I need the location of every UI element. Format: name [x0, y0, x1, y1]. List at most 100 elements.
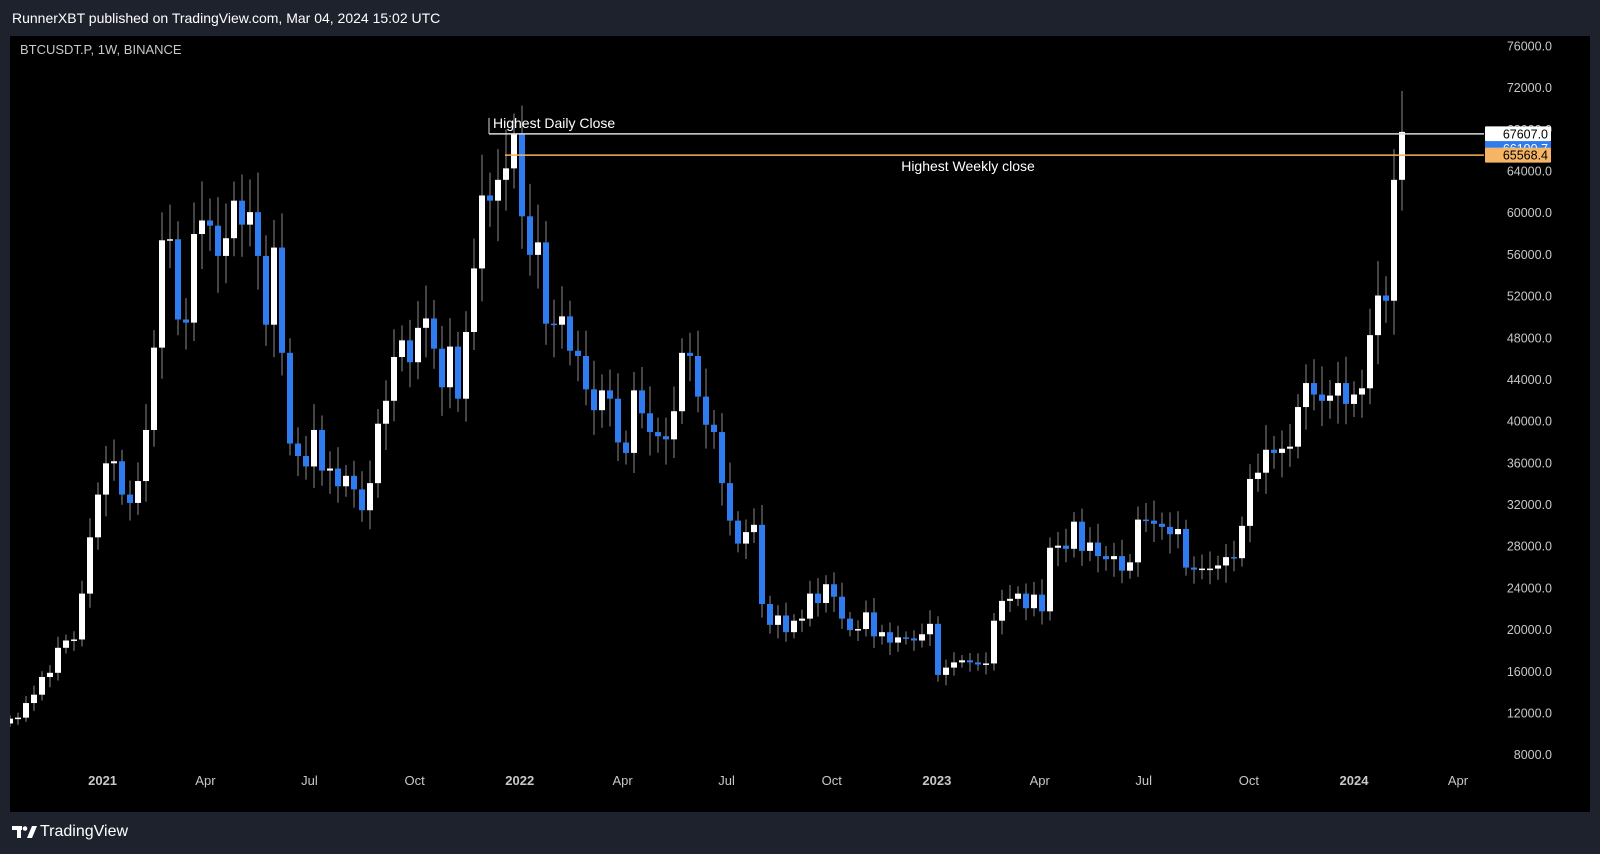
tradingview-logo-icon[interactable]: [12, 824, 38, 840]
candle-body: [231, 200, 237, 239]
candle-body: [351, 475, 357, 490]
candle-body: [1175, 528, 1181, 535]
candle-body: [927, 623, 933, 635]
candle-body: [47, 672, 53, 677]
candle-body: [239, 200, 245, 225]
candle-body: [255, 212, 261, 256]
candle-body: [687, 352, 693, 356]
candle-body: [1031, 594, 1037, 609]
candle-body: [711, 424, 717, 433]
candle-body: [103, 463, 109, 495]
candle-body: [87, 537, 93, 594]
candle-body: [463, 332, 469, 399]
x-tick-label: 2021: [88, 773, 117, 788]
candle-body: [759, 524, 765, 605]
y-tick-label: 76000.0: [1507, 39, 1552, 53]
price-tag-weekly-close-bg: [1485, 147, 1551, 163]
candle-body: [511, 134, 517, 169]
candle-body: [135, 481, 141, 503]
candle-body: [1223, 557, 1229, 566]
candle-body: [735, 520, 741, 544]
candle-body: [1295, 407, 1301, 447]
candle-body: [55, 647, 61, 673]
candle-body: [1375, 295, 1381, 336]
candle-body: [1047, 547, 1053, 612]
candle-body: [951, 662, 957, 668]
candle-body: [1319, 394, 1325, 401]
candle-body: [479, 195, 485, 269]
candle-body: [263, 255, 269, 325]
y-tick-label: 36000.0: [1507, 456, 1552, 470]
candle-body: [935, 623, 941, 675]
tradingview-brand[interactable]: TradingView: [40, 823, 129, 840]
candle-body: [823, 584, 829, 603]
candle-body: [1143, 519, 1149, 522]
candle-body: [1183, 528, 1189, 568]
candle-body: [1239, 525, 1245, 559]
candlestick-chart[interactable]: BTCUSDT.P, 1W, BINANCE76000.072000.06800…: [0, 36, 1590, 812]
y-tick-label: 32000.0: [1507, 498, 1552, 512]
candle-body: [767, 604, 773, 625]
candle-body: [335, 468, 341, 487]
candle-body: [303, 456, 309, 467]
candle-body: [671, 411, 677, 440]
candle-body: [639, 390, 645, 414]
candle-body: [1247, 478, 1253, 526]
candle-body: [1287, 446, 1293, 449]
candle-body: [287, 352, 293, 444]
candle-body: [311, 429, 317, 467]
candle-body: [895, 637, 901, 643]
candle-body: [1039, 594, 1045, 612]
y-tick-label: 48000.0: [1507, 331, 1552, 345]
candle-body: [1271, 449, 1277, 453]
y-tick-label: 72000.0: [1507, 81, 1552, 95]
x-tick-label: Jul: [301, 773, 318, 788]
candle-body: [271, 247, 277, 325]
candle-body: [1095, 542, 1101, 557]
x-tick-label: Oct: [1239, 773, 1260, 788]
candle-body: [7, 718, 13, 724]
candle-body: [991, 620, 997, 664]
candle-body: [1127, 562, 1133, 571]
candle-body: [151, 347, 157, 430]
candle-body: [967, 660, 973, 663]
x-tick-label: 2022: [505, 773, 534, 788]
candle-body: [119, 461, 125, 495]
candle-body: [1231, 557, 1237, 559]
candle-body: [1159, 523, 1165, 527]
annotation-label: Highest Daily Close: [493, 115, 615, 131]
candle-body: [1079, 521, 1085, 551]
candle-body: [63, 640, 69, 648]
candle-body: [831, 584, 837, 597]
candle-body: [551, 323, 557, 326]
candle-body: [327, 468, 333, 471]
candle-body: [799, 618, 805, 621]
candle-body: [183, 319, 189, 323]
candle-body: [1007, 598, 1013, 601]
candle-body: [495, 179, 501, 201]
candle-body: [591, 389, 597, 411]
candle-body: [439, 348, 445, 388]
candle-body: [919, 634, 925, 641]
candle-body: [23, 703, 29, 718]
candle-body: [631, 390, 637, 453]
candle-body: [39, 676, 45, 695]
chart-panel[interactable]: BTCUSDT.P, 1W, BINANCE76000.072000.06800…: [0, 36, 1590, 812]
candle-body: [1279, 448, 1285, 453]
x-tick-label: 2024: [1340, 773, 1370, 788]
candle-body: [855, 629, 861, 631]
candle-body: [1343, 383, 1349, 404]
candle-body: [223, 238, 229, 256]
candle-body: [583, 355, 589, 390]
x-tick-label: Jul: [718, 773, 735, 788]
candle-body: [815, 593, 821, 603]
candle-body: [599, 390, 605, 411]
candle-body: [1191, 567, 1197, 570]
candle-body: [1151, 520, 1157, 524]
candle-body: [903, 637, 909, 639]
x-tick-label: Apr: [1448, 773, 1469, 788]
candle-body: [1359, 388, 1365, 395]
candle-body: [1023, 593, 1029, 609]
candle-body: [167, 239, 173, 241]
candle-body: [535, 242, 541, 255]
